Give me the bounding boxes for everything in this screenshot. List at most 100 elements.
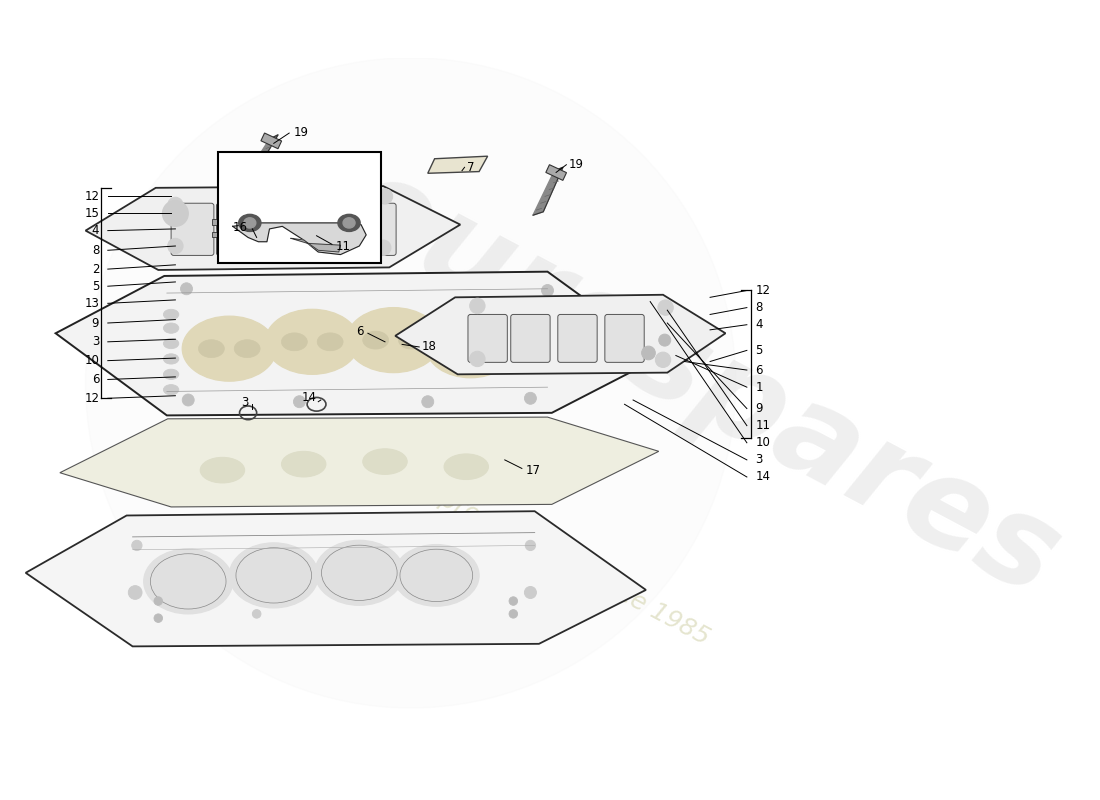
Text: 5: 5 xyxy=(756,344,762,357)
Ellipse shape xyxy=(164,323,179,334)
Polygon shape xyxy=(56,272,663,415)
Text: 6: 6 xyxy=(91,373,99,386)
Circle shape xyxy=(86,58,736,708)
Circle shape xyxy=(154,597,163,606)
Ellipse shape xyxy=(282,333,307,350)
Text: 1: 1 xyxy=(756,381,763,394)
Circle shape xyxy=(129,586,142,599)
Ellipse shape xyxy=(244,218,256,228)
Ellipse shape xyxy=(475,338,499,355)
Circle shape xyxy=(658,300,673,315)
Text: 12: 12 xyxy=(85,190,99,203)
Bar xyxy=(212,232,226,238)
Text: 6: 6 xyxy=(356,325,364,338)
Text: 7: 7 xyxy=(468,161,474,174)
Ellipse shape xyxy=(441,338,466,355)
Text: 15: 15 xyxy=(85,207,99,220)
Text: 14: 14 xyxy=(756,470,770,483)
Ellipse shape xyxy=(444,454,488,479)
Circle shape xyxy=(526,540,536,550)
Polygon shape xyxy=(233,223,366,254)
Circle shape xyxy=(656,352,671,367)
Polygon shape xyxy=(290,238,341,252)
FancyBboxPatch shape xyxy=(468,314,507,362)
FancyBboxPatch shape xyxy=(510,314,550,362)
Bar xyxy=(212,219,226,225)
Ellipse shape xyxy=(164,310,179,319)
FancyBboxPatch shape xyxy=(172,203,213,255)
Circle shape xyxy=(375,240,390,255)
Circle shape xyxy=(154,614,163,622)
Text: 11: 11 xyxy=(336,239,351,253)
Text: 3: 3 xyxy=(756,454,762,466)
Text: 5: 5 xyxy=(92,280,99,293)
Text: 3: 3 xyxy=(241,396,249,409)
Text: 17: 17 xyxy=(526,464,540,477)
Text: a proud online since 1985: a proud online since 1985 xyxy=(416,475,714,650)
Polygon shape xyxy=(25,511,646,646)
Bar xyxy=(546,165,566,180)
Ellipse shape xyxy=(144,549,233,614)
Ellipse shape xyxy=(198,340,224,358)
Text: 19: 19 xyxy=(294,126,308,138)
Ellipse shape xyxy=(315,540,404,606)
Text: 2: 2 xyxy=(91,262,99,276)
Ellipse shape xyxy=(363,331,388,349)
Circle shape xyxy=(252,610,261,618)
Circle shape xyxy=(541,302,550,310)
Ellipse shape xyxy=(183,316,276,381)
Circle shape xyxy=(525,586,537,598)
Text: 9: 9 xyxy=(91,317,99,330)
Circle shape xyxy=(183,394,195,406)
Ellipse shape xyxy=(234,340,260,358)
Text: 9: 9 xyxy=(756,402,763,415)
Text: 13: 13 xyxy=(85,297,99,310)
Ellipse shape xyxy=(229,543,318,608)
Text: 6: 6 xyxy=(756,363,763,377)
Ellipse shape xyxy=(164,354,179,364)
FancyBboxPatch shape xyxy=(264,203,306,255)
Text: 12: 12 xyxy=(756,284,770,297)
Bar xyxy=(261,133,282,149)
Bar xyxy=(218,152,381,263)
Ellipse shape xyxy=(317,333,343,350)
Text: 16: 16 xyxy=(233,221,249,234)
Ellipse shape xyxy=(426,316,515,378)
Circle shape xyxy=(294,396,306,408)
Circle shape xyxy=(421,396,433,408)
Text: 4: 4 xyxy=(91,224,99,237)
Circle shape xyxy=(470,298,485,314)
Polygon shape xyxy=(244,230,290,250)
Text: 8: 8 xyxy=(92,244,99,257)
Circle shape xyxy=(167,198,183,213)
Ellipse shape xyxy=(394,545,480,606)
Circle shape xyxy=(509,597,518,606)
Circle shape xyxy=(180,282,192,294)
Ellipse shape xyxy=(343,218,355,228)
FancyBboxPatch shape xyxy=(558,314,597,362)
Ellipse shape xyxy=(338,214,360,231)
Text: 3: 3 xyxy=(92,335,99,348)
Text: 8: 8 xyxy=(756,301,762,314)
Circle shape xyxy=(470,351,485,366)
Circle shape xyxy=(377,189,393,204)
Polygon shape xyxy=(86,186,460,270)
Text: 19: 19 xyxy=(569,158,584,171)
Ellipse shape xyxy=(363,449,407,474)
Ellipse shape xyxy=(265,310,360,374)
Circle shape xyxy=(659,334,671,346)
Ellipse shape xyxy=(239,214,261,231)
Polygon shape xyxy=(216,205,231,236)
Text: 4: 4 xyxy=(756,318,763,331)
Polygon shape xyxy=(428,156,487,174)
Polygon shape xyxy=(395,294,726,374)
Ellipse shape xyxy=(398,331,425,349)
Ellipse shape xyxy=(164,385,179,395)
Text: 10: 10 xyxy=(85,354,99,367)
Ellipse shape xyxy=(200,458,244,483)
Polygon shape xyxy=(242,134,278,182)
Polygon shape xyxy=(59,417,659,507)
Circle shape xyxy=(132,540,142,550)
Text: 14: 14 xyxy=(301,391,317,404)
Text: 11: 11 xyxy=(756,419,770,432)
